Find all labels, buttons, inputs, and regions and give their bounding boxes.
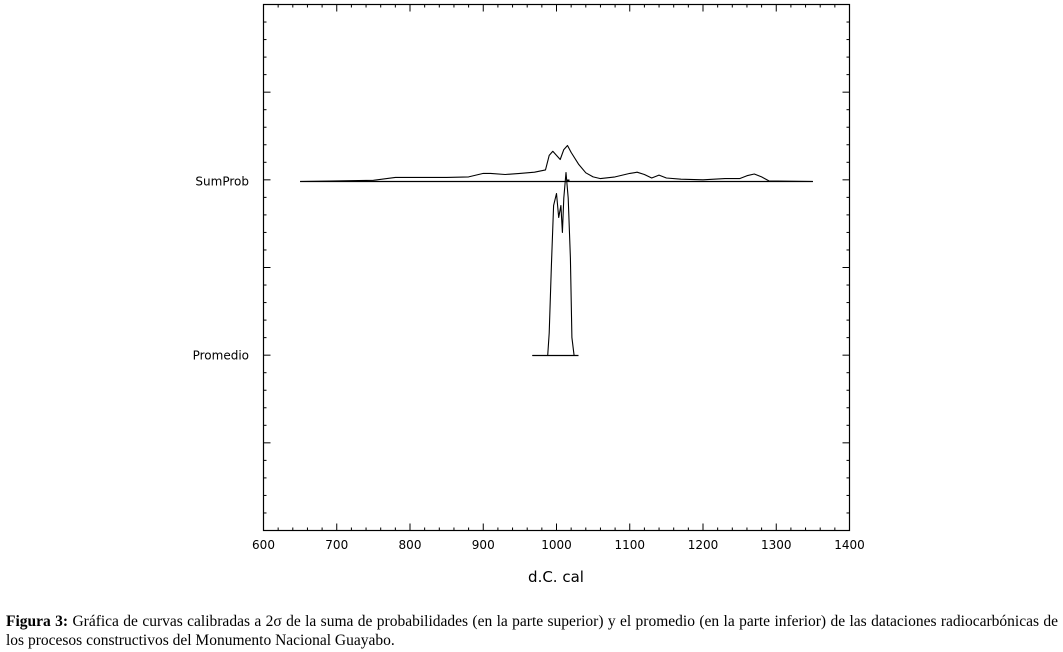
x-tick-label: 1100 [614,538,645,552]
series-label: SumProb [195,175,249,189]
x-tick-label: 800 [399,538,422,552]
series-label: Promedio [193,349,249,363]
axis-ticks [263,4,850,531]
x-axis-title: d.C. cal [528,568,584,586]
x-tick-label: 1000 [541,538,572,552]
x-tick-label: 1400 [834,538,865,552]
x-tick-label: 1200 [688,538,719,552]
x-tick-label: 700 [325,538,348,552]
caption-text: Gráfica de curvas calibradas a 2σ de la … [6,613,1059,649]
plot-frame [262,3,851,532]
figure-caption: Figura 3: Gráfica de curvas calibradas a… [6,612,1058,650]
caption-label: Figura 3: [6,613,69,630]
series-curve [300,144,813,183]
curves [300,144,813,357]
series-curve [532,171,579,357]
x-tick-labels: 600 700 800 900 1000 1100 1200 1300 1400 [252,538,865,552]
x-tick-label: 600 [252,538,275,552]
calibration-chart: 600 700 800 900 1000 1100 1200 1300 1400 SumProb… [193,3,865,586]
row-labels: SumProb Promedio [193,175,249,363]
x-tick-label: 1300 [761,538,792,552]
x-tick-label: 900 [472,538,495,552]
